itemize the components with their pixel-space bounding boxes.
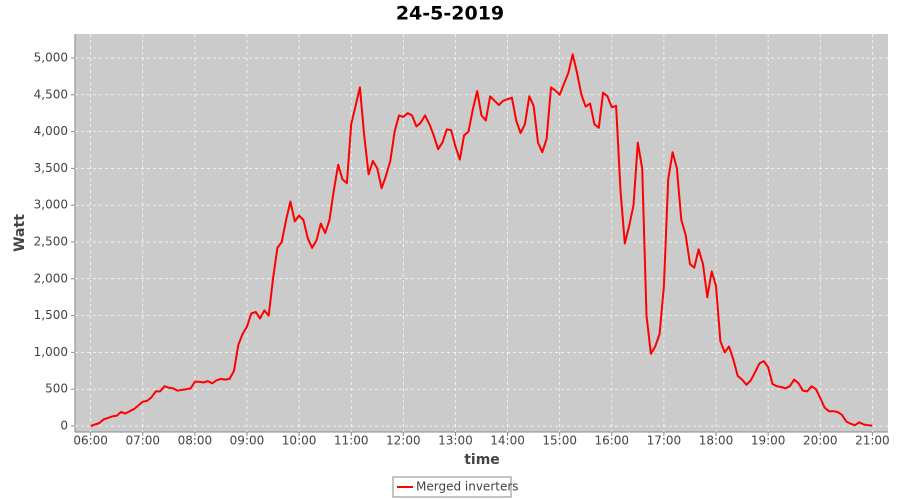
y-tick-label: 0 — [60, 418, 68, 432]
legend-label: Merged inverters — [416, 480, 519, 494]
y-tick-label: 4,500 — [34, 87, 68, 101]
x-tick-label: 06:00 — [73, 434, 108, 448]
x-tick-label: 13:00 — [438, 434, 473, 448]
x-tick-label: 09:00 — [230, 434, 265, 448]
y-tick-label: 3,000 — [34, 198, 68, 212]
x-tick-label: 21:00 — [855, 434, 890, 448]
x-tick-label: 12:00 — [386, 434, 421, 448]
y-tick-label: 1,000 — [34, 345, 68, 359]
x-tick-label: 17:00 — [647, 434, 682, 448]
y-tick-label: 1,500 — [34, 308, 68, 322]
y-tick-label: 4,000 — [34, 124, 68, 138]
x-tick-label: 07:00 — [125, 434, 160, 448]
series-line — [90, 53, 873, 427]
x-tick-label: 15:00 — [542, 434, 577, 448]
x-tick-label: 18:00 — [699, 434, 734, 448]
y-tick-label: 2,500 — [34, 234, 68, 248]
y-tick-label: 500 — [45, 382, 68, 396]
y-axis-label: Watt — [12, 214, 28, 252]
x-tick-label: 19:00 — [751, 434, 786, 448]
y-tick-label: 5,000 — [34, 50, 68, 64]
plot-area — [75, 34, 888, 432]
x-tick-label: 14:00 — [490, 434, 525, 448]
y-tick-label: 3,500 — [34, 161, 68, 175]
x-tick-label: 10:00 — [282, 434, 317, 448]
x-tick-label: 20:00 — [803, 434, 838, 448]
x-tick-label: 08:00 — [178, 434, 213, 448]
legend-box — [392, 476, 512, 498]
y-tick-label: 2,000 — [34, 271, 68, 285]
x-axis-label: time — [464, 452, 500, 468]
x-tick-label: 11:00 — [334, 434, 369, 448]
chart-title: 24-5-2019 — [396, 3, 504, 25]
x-tick-label: 16:00 — [594, 434, 629, 448]
